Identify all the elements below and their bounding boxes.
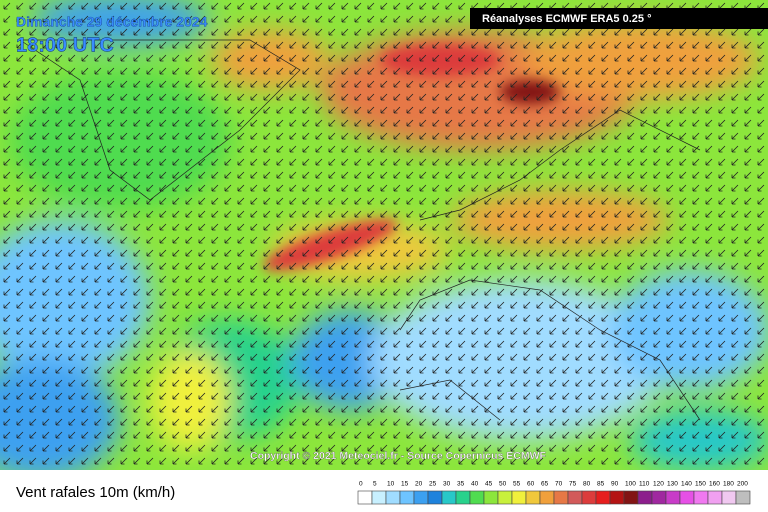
legend-tick-label: 50 <box>499 481 507 488</box>
date: Dimanche 29 décembre 2024 <box>16 14 208 30</box>
legend-tick-label: 20 <box>415 481 423 488</box>
legend-swatch <box>399 490 415 505</box>
wind-field <box>0 0 768 470</box>
legend-swatch <box>553 490 569 505</box>
legend-swatch <box>721 490 737 505</box>
legend-tick-label: 160 <box>709 481 720 488</box>
legend-tick-label: 80 <box>583 481 591 488</box>
legend-swatch <box>609 490 625 505</box>
source-box <box>470 8 768 29</box>
legend-tick-label: 10 <box>387 481 395 488</box>
legend-swatch <box>623 490 639 505</box>
legend-swatch <box>679 490 695 505</box>
legend-swatch <box>651 490 667 505</box>
source: Réanalyses ECMWF ERA5 0.25 ° <box>482 13 651 25</box>
legend-swatch <box>357 490 373 505</box>
legend-tick-label: 120 <box>653 481 664 488</box>
legend-swatch <box>525 490 541 505</box>
legend-tick-label: 85 <box>597 481 605 488</box>
legend-tick-label: 150 <box>695 481 706 488</box>
legend-swatch <box>385 490 401 505</box>
legend-swatch <box>441 490 457 505</box>
wind-arrows <box>0 0 768 470</box>
legend-swatch <box>413 490 429 505</box>
legend-tick-label: 60 <box>527 481 535 488</box>
legend-tick-label: 200 <box>737 481 748 488</box>
legend-tick-label: 30 <box>443 481 451 488</box>
legend-swatch <box>511 490 527 505</box>
legend-swatch <box>567 490 583 505</box>
legend-tick-label: 15 <box>401 481 409 488</box>
legend-swatch <box>581 490 597 505</box>
legend-swatch <box>469 490 485 505</box>
legend-tick-label: 35 <box>457 481 465 488</box>
legend-tick-label: 130 <box>667 481 678 488</box>
legend-tick-label: 5 <box>373 481 377 488</box>
legend-swatch <box>497 490 513 505</box>
legend-scale: 0 5 10 15 20 25 30 35 40 45 50 55 60 65 70 75 80 85 90 100 1… <box>357 481 751 505</box>
time: 18:00 UTC <box>16 34 114 56</box>
legend-tick-label: 100 <box>625 481 636 488</box>
copyright: Copyright © 2021 Meteociel.fr - Source C… <box>250 450 547 462</box>
legend-swatch <box>735 490 751 505</box>
legend-tick-label: 140 <box>681 481 692 488</box>
legend-swatch <box>665 490 681 505</box>
legend-swatch <box>483 490 499 505</box>
legend-tick-label: 110 <box>639 481 650 488</box>
legend-tick-label: 45 <box>485 481 493 488</box>
legend-tick-label: 0 <box>359 481 363 488</box>
legend-tick-label: 180 <box>723 481 734 488</box>
legend-swatch <box>637 490 653 505</box>
legend-title: Vent rafales 10m (km/h) <box>16 484 175 501</box>
legend-tick-label: 90 <box>611 481 619 488</box>
legend-tick-label: 65 <box>541 481 549 488</box>
legend-swatch <box>595 490 611 505</box>
legend-swatch <box>455 490 471 505</box>
legend-swatch <box>427 490 443 505</box>
legend-swatch <box>693 490 709 505</box>
legend-tick-label: 75 <box>569 481 577 488</box>
legend-tick-label: 70 <box>555 481 563 488</box>
legend-tick-label: 25 <box>429 481 437 488</box>
legend-swatch <box>371 490 387 505</box>
legend-swatch <box>539 490 555 505</box>
legend-swatch <box>707 490 723 505</box>
legend-tick-label: 40 <box>471 481 479 488</box>
legend-tick-label: 55 <box>513 481 521 488</box>
